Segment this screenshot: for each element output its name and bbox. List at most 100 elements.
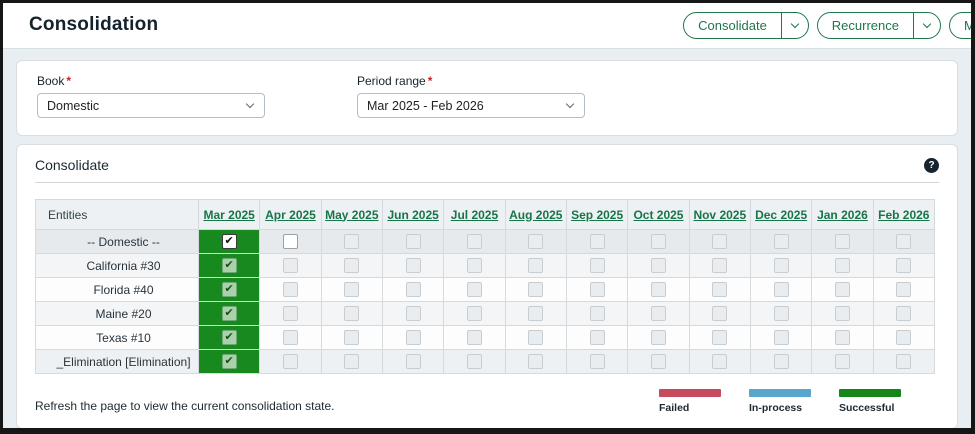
checkbox-disabled [773, 306, 789, 322]
period-cell [443, 301, 506, 326]
consolidate-button-dropdown-toggle[interactable] [780, 13, 808, 38]
period-cell [811, 349, 874, 374]
book-select[interactable]: Domestic [37, 93, 265, 118]
consolidate-button[interactable]: Consolidate [683, 12, 809, 39]
checkbox-disabled [773, 330, 789, 346]
recurrence-button-label: Recurrence [831, 18, 899, 33]
period-cell: ✔ [197, 349, 261, 374]
checkbox-disabled [773, 234, 789, 250]
month-link[interactable]: May 2025 [325, 207, 379, 222]
checkbox-disabled [834, 234, 850, 250]
page-title: Consolidation [29, 14, 159, 35]
legend-color-bar [659, 389, 721, 397]
help-icon[interactable]: ? [924, 157, 939, 173]
legend-label: Failed [659, 402, 690, 414]
month-column-header: Feb 2026 [872, 199, 936, 230]
month-link[interactable]: Sep 2025 [571, 207, 624, 222]
checkbox-disabled [344, 354, 360, 370]
period-cell [381, 253, 445, 278]
checkbox-disabled [896, 306, 912, 322]
month-link[interactable]: Nov 2025 [693, 207, 747, 222]
period-cell [627, 325, 690, 350]
consolidate-button-label: Consolidate [698, 18, 767, 33]
period-cell [565, 349, 629, 374]
checkbox-disabled [466, 258, 482, 274]
month-column-header: Dec 2025 [749, 199, 813, 230]
period-cell [811, 253, 874, 278]
period-cell [381, 301, 445, 326]
checkbox-disabled [896, 354, 912, 370]
month-column-header: Jun 2025 [381, 199, 445, 230]
period-cell [811, 325, 874, 350]
checkbox-disabled [466, 330, 482, 346]
table-row: California #30 ✔ [35, 253, 936, 278]
month-link[interactable]: Apr 2025 [265, 207, 316, 222]
consolidate-section-title: Consolidate [35, 157, 109, 173]
entity-name: Maine #20 [35, 301, 199, 326]
checkbox-disabled [712, 258, 728, 274]
checkbox-disabled [650, 282, 666, 298]
more-button-clipped[interactable]: M [949, 12, 975, 39]
month-link[interactable]: Oct 2025 [633, 207, 684, 222]
period-cell [320, 349, 383, 374]
period-cell [811, 229, 874, 254]
period-cell [872, 229, 936, 254]
month-link[interactable]: Jul 2025 [450, 207, 499, 222]
period-cell [504, 229, 567, 254]
checkbox-disabled [528, 330, 544, 346]
checkbox-disabled [650, 306, 666, 322]
recurrence-button-dropdown-toggle[interactable] [913, 13, 940, 38]
entities-column-header: Entities [35, 199, 199, 230]
checkbox-disabled [405, 282, 421, 298]
recurrence-button[interactable]: Recurrence [816, 12, 941, 39]
period-cell [749, 229, 813, 254]
table-row: Maine #20 ✔ [35, 301, 936, 326]
checkbox-disabled [466, 282, 482, 298]
checkbox-disabled [528, 282, 544, 298]
period-cell [688, 229, 751, 254]
period-cell [320, 325, 383, 350]
month-link[interactable]: Feb 2026 [878, 207, 930, 222]
table-row: Florida #40 ✔ [35, 277, 936, 302]
checkbox-disabled [773, 354, 789, 370]
checkbox-disabled [589, 306, 605, 322]
checkbox-disabled [773, 258, 789, 274]
checkbox-checked[interactable]: ✔ [221, 234, 237, 250]
month-column-header: Jul 2025 [443, 199, 506, 230]
section-divider [35, 182, 939, 183]
checkbox-unchecked[interactable] [282, 234, 298, 250]
checkbox-disabled [650, 330, 666, 346]
period-cell [872, 325, 936, 350]
period-cell [565, 229, 629, 254]
checkbox-disabled [650, 354, 666, 370]
entity-name: Florida #40 [35, 277, 199, 302]
period-cell: ✔ [197, 325, 261, 350]
legend-color-bar [839, 389, 901, 397]
month-link[interactable]: Dec 2025 [755, 207, 808, 222]
period-range-select[interactable]: Mar 2025 - Feb 2026 [357, 93, 585, 118]
checkbox-checked-readonly: ✔ [221, 330, 237, 346]
period-cell [811, 277, 874, 302]
checkbox-checked-readonly: ✔ [221, 258, 237, 274]
month-link[interactable]: Mar 2025 [203, 207, 255, 222]
checkbox-disabled [528, 306, 544, 322]
period-cell [565, 253, 629, 278]
month-link[interactable]: Aug 2025 [509, 207, 563, 222]
month-link[interactable]: Jun 2025 [387, 207, 439, 222]
legend-item: Failed [659, 389, 721, 414]
checkbox-disabled [405, 354, 421, 370]
table-body: -- Domestic -- ✔ California #30 ✔ Florida #4… [35, 229, 936, 374]
table-row: -- Domestic -- ✔ [35, 229, 936, 254]
more-button-clipped-label: M [964, 18, 975, 33]
checkbox-disabled [589, 282, 605, 298]
legend-label: Successful [839, 402, 895, 414]
checkbox-disabled [344, 258, 360, 274]
period-cell [259, 325, 322, 350]
period-cell [565, 277, 629, 302]
checkbox-disabled [589, 354, 605, 370]
month-link[interactable]: Jan 2026 [817, 207, 868, 222]
status-legend: Failed In-process Successful [659, 389, 901, 414]
period-cell [443, 229, 506, 254]
chevron-down-icon [790, 19, 800, 29]
chevron-down-icon [565, 99, 575, 109]
